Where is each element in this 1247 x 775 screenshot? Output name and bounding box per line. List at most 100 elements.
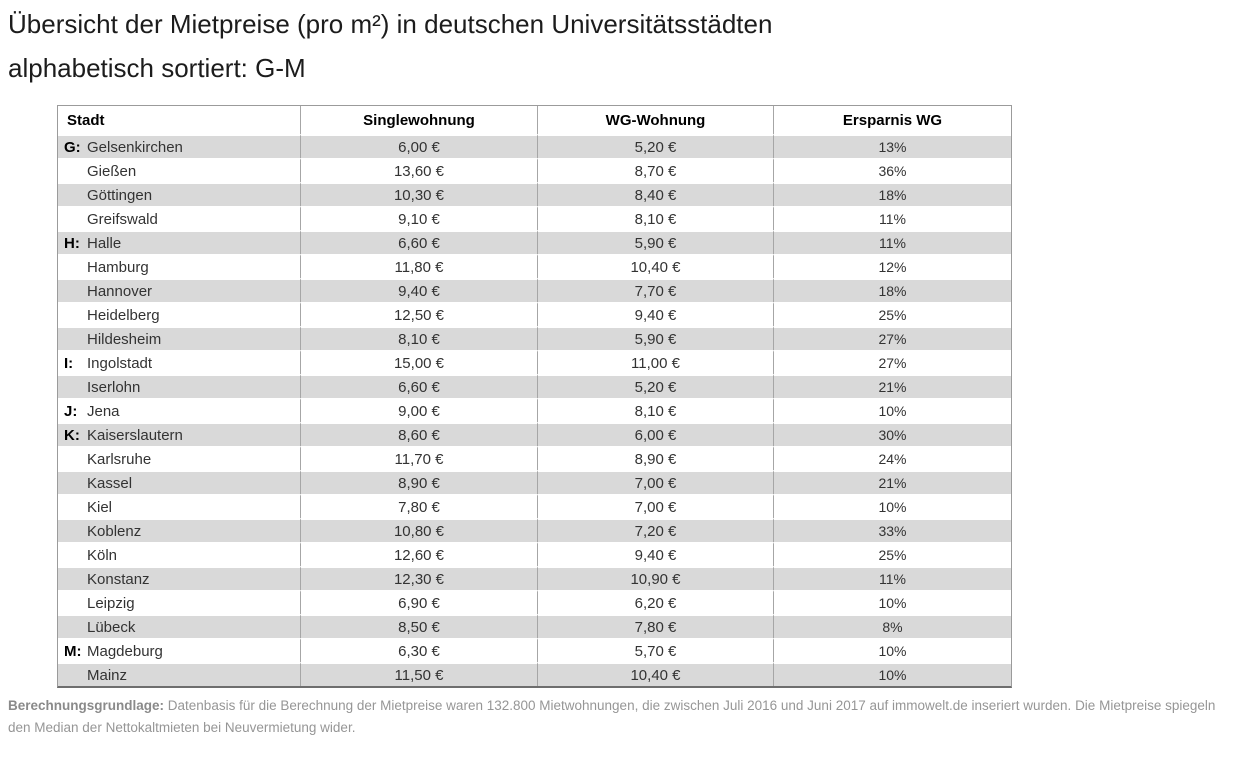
- shared-apartment-price-cell: 7,80 €: [538, 614, 774, 638]
- letter-prefix: M:: [64, 642, 82, 660]
- shared-apartment-price-cell: 8,90 €: [538, 446, 774, 470]
- column-header-stadt: Stadt: [58, 106, 301, 134]
- city-cell: Greifswald: [58, 206, 301, 230]
- letter-prefix: K:: [64, 426, 80, 444]
- table-row: Hildesheim 8,10 €5,90 €27%: [58, 326, 1011, 350]
- city-name: Kassel: [87, 474, 133, 492]
- shared-apartment-price-cell: 8,10 €: [538, 206, 774, 230]
- single-apartment-price-cell: 6,00 €: [301, 134, 538, 158]
- city-name: Hamburg: [87, 258, 149, 276]
- column-header-wg-wohnung: WG-Wohnung: [538, 106, 774, 134]
- table-row: Lübeck 8,50 €7,80 €8%: [58, 614, 1011, 638]
- table-row: Greifswald 9,10 €8,10 €11%: [58, 206, 1011, 230]
- single-apartment-price-cell: 9,10 €: [301, 206, 538, 230]
- single-apartment-price-cell: 12,50 €: [301, 302, 538, 326]
- footnote-label: Berechnungsgrundlage:: [8, 698, 165, 713]
- city-name: Halle: [87, 234, 122, 252]
- wg-savings-cell: 10%: [774, 638, 1011, 662]
- wg-savings-cell: 21%: [774, 374, 1011, 398]
- wg-savings-cell: 30%: [774, 422, 1011, 446]
- wg-savings-cell: 36%: [774, 158, 1011, 182]
- table-header-row: Stadt Singlewohnung WG-Wohnung Ersparnis…: [58, 106, 1011, 134]
- city-name: Gießen: [87, 162, 137, 180]
- wg-savings-cell: 27%: [774, 350, 1011, 374]
- shared-apartment-price-cell: 10,40 €: [538, 254, 774, 278]
- single-apartment-price-cell: 11,70 €: [301, 446, 538, 470]
- city-cell: Mainz: [58, 662, 301, 686]
- shared-apartment-price-cell: 5,90 €: [538, 326, 774, 350]
- table-row: Kiel 7,80 €7,00 €10%: [58, 494, 1011, 518]
- shared-apartment-price-cell: 9,40 €: [538, 542, 774, 566]
- shared-apartment-price-cell: 7,00 €: [538, 494, 774, 518]
- wg-savings-cell: 13%: [774, 134, 1011, 158]
- shared-apartment-price-cell: 6,20 €: [538, 590, 774, 614]
- table-row: Heidelberg 12,50 €9,40 €25%: [58, 302, 1011, 326]
- rent-price-table: Stadt Singlewohnung WG-Wohnung Ersparnis…: [57, 105, 1012, 688]
- table-row: H: Halle 6,60 €5,90 €11%: [58, 230, 1011, 254]
- column-header-singlewohnung: Singlewohnung: [301, 106, 538, 134]
- shared-apartment-price-cell: 11,00 €: [538, 350, 774, 374]
- wg-savings-cell: 8%: [774, 614, 1011, 638]
- wg-savings-cell: 12%: [774, 254, 1011, 278]
- shared-apartment-price-cell: 7,70 €: [538, 278, 774, 302]
- table-row: Göttingen 10,30 €8,40 €18%: [58, 182, 1011, 206]
- shared-apartment-price-cell: 10,40 €: [538, 662, 774, 686]
- city-name: Kaiserslautern: [87, 426, 183, 444]
- single-apartment-price-cell: 6,60 €: [301, 230, 538, 254]
- table-row: Konstanz 12,30 €10,90 €11%: [58, 566, 1011, 590]
- wg-savings-cell: 10%: [774, 398, 1011, 422]
- wg-savings-cell: 11%: [774, 566, 1011, 590]
- table-row: M: Magdeburg 6,30 €5,70 €10%: [58, 638, 1011, 662]
- table-row: K: Kaiserslautern 8,60 €6,00 €30%: [58, 422, 1011, 446]
- shared-apartment-price-cell: 5,70 €: [538, 638, 774, 662]
- city-name: Magdeburg: [87, 642, 163, 660]
- city-name: Mainz: [87, 666, 128, 684]
- footnote: Berechnungsgrundlage: Datenbasis für die…: [8, 695, 1239, 739]
- wg-savings-cell: 10%: [774, 494, 1011, 518]
- city-cell: Kassel: [58, 470, 301, 494]
- shared-apartment-price-cell: 6,00 €: [538, 422, 774, 446]
- city-cell: Lübeck: [58, 614, 301, 638]
- city-name: Leipzig: [87, 594, 135, 612]
- wg-savings-cell: 21%: [774, 470, 1011, 494]
- wg-savings-cell: 11%: [774, 206, 1011, 230]
- letter-prefix: G:: [64, 138, 81, 156]
- table-row: Hamburg 11,80 €10,40 €12%: [58, 254, 1011, 278]
- single-apartment-price-cell: 6,90 €: [301, 590, 538, 614]
- city-cell: Konstanz: [58, 566, 301, 590]
- page-title-line1: Übersicht der Mietpreise (pro m²) in deu…: [8, 9, 773, 39]
- shared-apartment-price-cell: 5,20 €: [538, 134, 774, 158]
- city-name: Lübeck: [87, 618, 136, 636]
- table-row: I: Ingolstadt 15,00 €11,00 €27%: [58, 350, 1011, 374]
- city-name: Hannover: [87, 282, 153, 300]
- city-cell: K: Kaiserslautern: [58, 422, 301, 446]
- wg-savings-cell: 24%: [774, 446, 1011, 470]
- shared-apartment-price-cell: 5,20 €: [538, 374, 774, 398]
- city-cell: Hamburg: [58, 254, 301, 278]
- table-row: Köln 12,60 €9,40 €25%: [58, 542, 1011, 566]
- table-row: Kassel 8,90 €7,00 €21%: [58, 470, 1011, 494]
- wg-savings-cell: 27%: [774, 326, 1011, 350]
- city-cell: Leipzig: [58, 590, 301, 614]
- city-name: Köln: [87, 546, 118, 564]
- table-row: Mainz 11,50 €10,40 €10%: [58, 662, 1011, 686]
- shared-apartment-price-cell: 8,40 €: [538, 182, 774, 206]
- city-cell: H: Halle: [58, 230, 301, 254]
- page-title: Übersicht der Mietpreise (pro m²) in deu…: [0, 0, 1247, 90]
- city-name: Jena: [87, 402, 120, 420]
- wg-savings-cell: 25%: [774, 302, 1011, 326]
- single-apartment-price-cell: 10,30 €: [301, 182, 538, 206]
- city-cell: Gießen: [58, 158, 301, 182]
- city-cell: Göttingen: [58, 182, 301, 206]
- letter-prefix: J:: [64, 402, 78, 420]
- shared-apartment-price-cell: 7,20 €: [538, 518, 774, 542]
- shared-apartment-price-cell: 8,10 €: [538, 398, 774, 422]
- table-row: Leipzig 6,90 €6,20 €10%: [58, 590, 1011, 614]
- city-cell: Köln: [58, 542, 301, 566]
- single-apartment-price-cell: 12,30 €: [301, 566, 538, 590]
- column-header-ersparnis-wg: Ersparnis WG: [774, 106, 1011, 134]
- single-apartment-price-cell: 9,40 €: [301, 278, 538, 302]
- single-apartment-price-cell: 10,80 €: [301, 518, 538, 542]
- city-name: Konstanz: [87, 570, 150, 588]
